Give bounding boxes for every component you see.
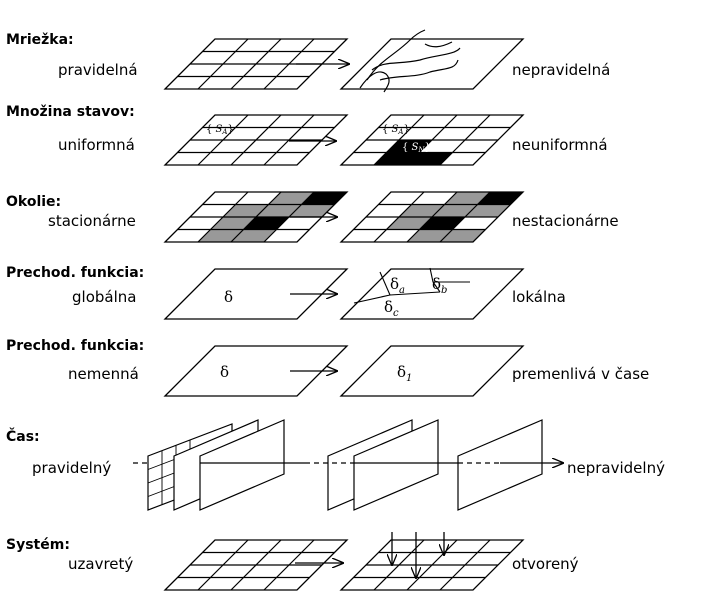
quad-local <box>339 268 525 320</box>
heading-grid: Mriežka: <box>6 32 74 48</box>
grid-outline <box>339 539 525 591</box>
label-local: lokálna <box>512 288 566 306</box>
grid-cell-filled <box>386 140 432 153</box>
grid-nonuniform-right <box>339 114 525 166</box>
label-time-varying: premenlivá v čase <box>512 365 650 383</box>
grid-cell-filled <box>440 229 486 242</box>
label-irregular-time: nepravidelný <box>567 459 665 477</box>
grid-closed-left <box>163 539 349 591</box>
grid-regular-right <box>339 38 525 90</box>
grid-cell-filled <box>198 229 244 242</box>
grid-cell-filled <box>465 204 511 217</box>
arrows <box>289 64 349 563</box>
grid-cell-filled <box>444 192 490 205</box>
set-sn-right: { SN} <box>402 142 431 154</box>
grid-cell-filled <box>386 217 432 230</box>
label-irregular: nepravidelná <box>512 61 611 79</box>
quad-invariant <box>163 345 349 397</box>
grid-cell-filled <box>223 204 269 217</box>
frame-3 <box>199 419 285 511</box>
grid-nonstationary-right <box>339 191 525 243</box>
irregular-grid-lines <box>359 29 461 93</box>
label-nonstationary: nestacionárne <box>512 212 619 230</box>
heading-system: Systém: <box>6 537 70 553</box>
grid-cell-filled <box>210 217 256 230</box>
delta-c: δc <box>384 298 399 319</box>
grid-cell-filled <box>256 204 302 217</box>
grid-outline <box>339 268 525 320</box>
grid-cell-filled <box>419 217 465 230</box>
grid-outline <box>163 38 349 90</box>
grid-cell-filled <box>432 204 478 217</box>
delta-invariant: δ <box>220 363 229 381</box>
grid-cell-filled <box>407 152 453 165</box>
label-nonuniform: neuniformná <box>512 136 608 154</box>
local-transition-regions <box>353 267 470 304</box>
grid-cell-filled <box>301 192 347 205</box>
label-stationary: stacionárne <box>48 212 136 230</box>
grid-outline <box>163 539 349 591</box>
grid-open-right <box>339 539 525 591</box>
grid-outline <box>339 38 525 90</box>
heading-time: Čas: <box>6 429 40 445</box>
grid-cell-filled <box>407 229 453 242</box>
label-invariant: nemenná <box>68 365 139 383</box>
frame-6 <box>457 419 543 511</box>
grid-cell-filled <box>231 229 277 242</box>
frame-5 <box>353 419 439 511</box>
quad-global <box>163 268 349 320</box>
grid-outline <box>163 191 349 243</box>
grid-outline <box>339 191 525 243</box>
grid-cell-filled <box>477 192 523 205</box>
label-uniform: uniformná <box>58 136 135 154</box>
grid-cell-filled <box>399 204 445 217</box>
grids <box>163 38 525 591</box>
label-regular: pravidelná <box>58 61 138 79</box>
heading-transition-function-time: Prechod. funkcia: <box>6 338 145 354</box>
heading-state-set: Množina stavov: <box>6 104 135 120</box>
system-input-arrows <box>392 532 444 578</box>
grid-outline <box>163 268 349 320</box>
delta-symbols: δ δa δb δc δ δ1 <box>220 275 447 384</box>
grid-outline <box>339 114 525 166</box>
time-frames <box>147 419 543 511</box>
heading-transition-function: Prechod. funkcia: <box>6 265 145 281</box>
set-sa-right: { SA} <box>382 124 410 136</box>
grid-outline <box>163 345 349 397</box>
delta-b: δb <box>432 275 447 296</box>
grid-cell-filled <box>289 204 335 217</box>
set-sa-left: { SA} <box>206 124 234 136</box>
quad-time-varying <box>339 345 525 397</box>
grid-cell-filled <box>268 192 314 205</box>
grid-outline <box>339 345 525 397</box>
label-global: globálna <box>72 288 137 306</box>
grid-stationary-left <box>163 191 349 243</box>
delta-1: δ1 <box>397 363 412 384</box>
heading-neighborhood: Okolie: <box>6 194 62 210</box>
label-regular-time: pravidelný <box>32 459 112 477</box>
grid-cell-filled <box>243 217 289 230</box>
grid-cell-filled <box>374 152 420 165</box>
delta-global: δ <box>224 288 233 306</box>
state-set-labels: { SA} { SA} { SN} <box>206 124 431 154</box>
grid-uniform-left <box>163 114 349 166</box>
label-closed: uzavretý <box>68 555 134 573</box>
delta-a: δa <box>390 275 405 296</box>
label-open: otvorený <box>512 555 579 573</box>
grid-outline <box>163 114 349 166</box>
